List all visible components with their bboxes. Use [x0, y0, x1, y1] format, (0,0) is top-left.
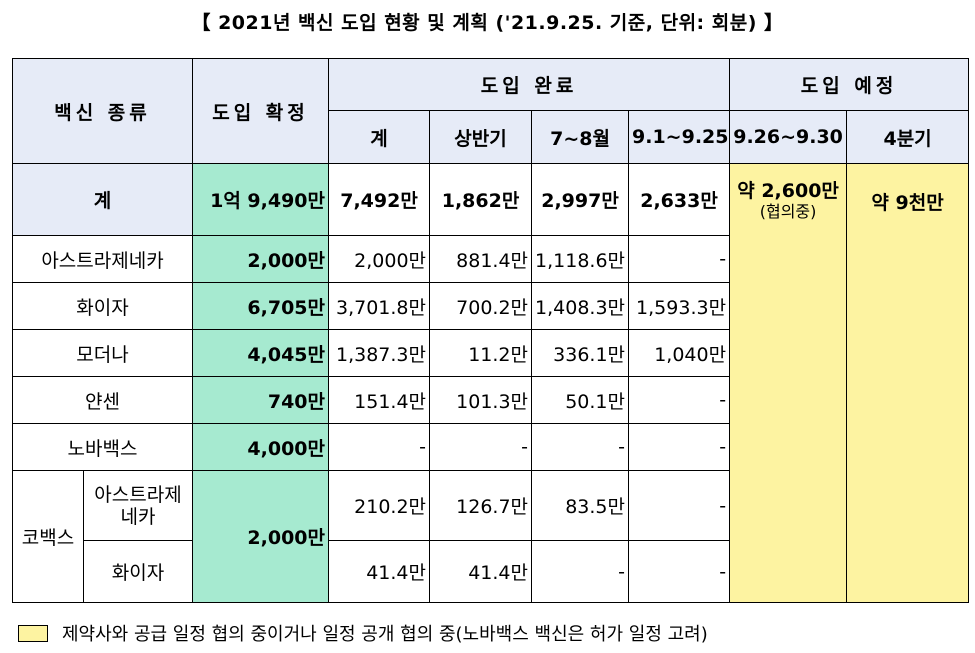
table-row: 아스트라제네카 2,000만 2,000만 881.4만 1,118.6만 - [11, 235, 969, 283]
h1-value: 11.2만 [429, 329, 533, 377]
covax-sub-name: 화이자 [82, 540, 194, 603]
jul-aug-value: 1,408.3만 [531, 282, 630, 330]
table-row: 얀센 740만 151.4만 101.3만 50.1만 - [11, 376, 969, 424]
vaccine-table: 백신 종류 도입 확정 도입 완료 도입 예정 계 상반기 7~8월 9.1~9… [11, 58, 970, 603]
legend: 제약사와 공급 일정 협의 중이거나 일정 공개 협의 중(노바백스 백신은 허… [18, 622, 708, 645]
header-h1: 상반기 [429, 110, 533, 164]
completed-total-value: 3,701.8만 [328, 282, 431, 330]
vaccine-name: 아스트라제네카 [11, 235, 194, 283]
covax-confirmed: 2,000만 [192, 470, 330, 603]
confirmed-value: 4,000만 [192, 423, 330, 471]
completed-total-value: - [328, 423, 431, 471]
header-planned: 도입 예정 [729, 58, 970, 111]
planned-late-sep-value: 약 2,600만 [737, 180, 839, 202]
confirmed-value: 740만 [192, 376, 330, 424]
total-row: 계 1억 9,490만 7,492만 1,862만 2,997만 2,633만 … [11, 163, 970, 603]
vaccine-name: 모더나 [11, 329, 194, 377]
vaccine-name: 얀센 [11, 376, 194, 424]
vaccine-name: 화이자 [11, 282, 194, 330]
jul-aug-value: 83.5만 [531, 470, 630, 541]
header-vaccine-type: 백신 종류 [11, 58, 194, 164]
confirmed-value: 6,705만 [192, 282, 330, 330]
completed-total-value: 210.2만 [328, 470, 431, 541]
sep-value: - [628, 235, 731, 283]
header-completed: 도입 완료 [328, 58, 731, 111]
jul-aug-value: - [531, 540, 630, 603]
planned-q4-value: 약 9천만 [871, 192, 944, 214]
header-jul-aug: 7~8월 [531, 110, 630, 164]
header-q4: 4분기 [846, 110, 970, 164]
jul-aug-value: - [531, 423, 630, 471]
sep-value: - [628, 423, 731, 471]
vaccine-name: 노바백스 [11, 423, 194, 471]
sep-value: - [628, 540, 731, 603]
sep-value: 1,040만 [628, 329, 731, 377]
total-completed: 7,492만 [328, 163, 431, 236]
header-confirmed: 도입 확정 [192, 58, 330, 164]
completed-total-value: 2,000만 [328, 235, 431, 283]
table-row: 코백스 아스트라제네카 2,000만 210.2만 126.7만 83.5만 - [12, 470, 969, 603]
table-row: 화이자 6,705만 3,701.8만 700.2만 1,408.3만 1,59… [11, 282, 969, 330]
legend-swatch [18, 624, 48, 642]
total-h1: 1,862만 [429, 163, 533, 236]
table-row: 노바백스 4,000만 - - - - [11, 423, 969, 471]
header-late-sep: 9.26~9.30 [729, 110, 848, 164]
total-label: 계 [11, 163, 194, 236]
planned-q4-cell: 약 9천만 [846, 163, 970, 603]
completed-total-value: 41.4만 [328, 540, 431, 603]
h1-value: 101.3만 [429, 376, 533, 424]
h1-value: 700.2만 [429, 282, 533, 330]
h1-value: 881.4만 [429, 235, 533, 283]
sep-value: 1,593.3만 [628, 282, 731, 330]
planned-late-sep-cell: 약 2,600만 (협의중) [729, 163, 848, 603]
jul-aug-value: 1,118.6만 [531, 235, 630, 283]
legend-text: 제약사와 공급 일정 협의 중이거나 일정 공개 협의 중(노바백스 백신은 허… [62, 624, 708, 645]
confirmed-value: 2,000만 [192, 235, 330, 283]
total-jul-aug: 2,997만 [531, 163, 630, 236]
header-sep: 9.1~9.25 [628, 110, 731, 164]
table-row: 모더나 4,045만 1,387.3만 11.2만 336.1만 1,040만 [11, 329, 969, 377]
completed-total-value: 1,387.3만 [328, 329, 431, 377]
page-title: 【 2021년 백신 도입 현황 및 계획 ('21.9.25. 기준, 단위:… [191, 12, 784, 34]
completed-total-value: 151.4만 [328, 376, 431, 424]
sep-value: - [628, 376, 731, 424]
table-row: 화이자 41.4만 41.4만 - - [13, 540, 969, 603]
covax-sub-name: 아스트라제네카 [82, 470, 194, 541]
h1-value: 126.7만 [429, 470, 533, 541]
header-sub-total: 계 [328, 110, 431, 164]
h1-value: 41.4만 [429, 540, 533, 603]
total-sep: 2,633만 [628, 163, 731, 236]
sep-value: - [628, 470, 731, 541]
confirmed-value: 4,045만 [192, 329, 330, 377]
planned-late-sep-note: (협의중) [759, 202, 817, 221]
jul-aug-value: 336.1만 [531, 329, 630, 377]
jul-aug-value: 50.1만 [531, 376, 630, 424]
total-confirmed: 1억 9,490만 [192, 163, 330, 236]
covax-label: 코백스 [12, 470, 84, 603]
h1-value: - [429, 423, 533, 471]
